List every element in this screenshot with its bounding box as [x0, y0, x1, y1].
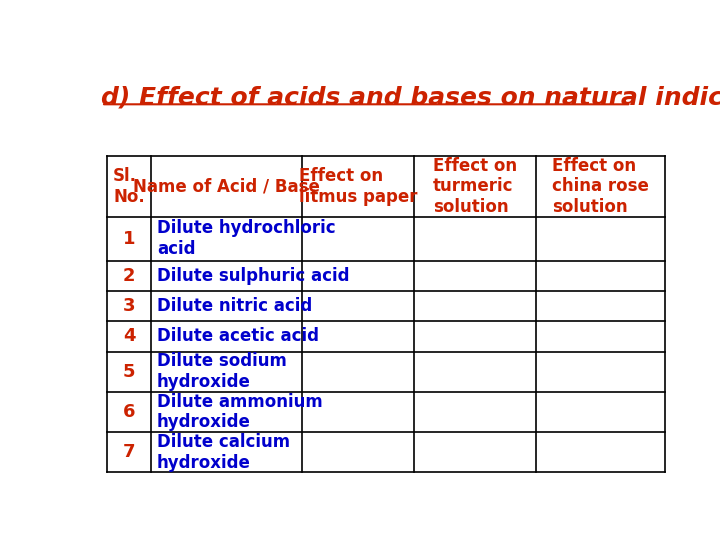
Text: Name of Acid / Base: Name of Acid / Base [133, 178, 320, 195]
Text: Sl.
No.: Sl. No. [113, 167, 145, 206]
Text: Dilute sodium
hydroxide: Dilute sodium hydroxide [157, 352, 287, 391]
Text: 6: 6 [123, 403, 135, 421]
Text: 3: 3 [123, 297, 135, 315]
Text: 4: 4 [123, 327, 135, 346]
Text: Effect on
turmeric
solution: Effect on turmeric solution [433, 157, 517, 216]
Text: Dilute sulphuric acid: Dilute sulphuric acid [157, 267, 349, 285]
Text: 7: 7 [123, 443, 135, 461]
Text: 2: 2 [123, 267, 135, 285]
Text: 1: 1 [123, 230, 135, 248]
Text: Dilute ammonium
hydroxide: Dilute ammonium hydroxide [157, 393, 323, 431]
Text: Dilute nitric acid: Dilute nitric acid [157, 297, 312, 315]
Text: Effect on
china rose
solution: Effect on china rose solution [552, 157, 649, 216]
Text: Dilute acetic acid: Dilute acetic acid [157, 327, 319, 346]
Text: Effect on
litmus paper: Effect on litmus paper [299, 167, 417, 206]
Text: d) Effect of acids and bases on natural indicators :-: d) Effect of acids and bases on natural … [101, 85, 720, 110]
Text: Dilute hydrochloric
acid: Dilute hydrochloric acid [157, 219, 336, 258]
Text: 5: 5 [123, 363, 135, 381]
Text: Dilute calcium
hydroxide: Dilute calcium hydroxide [157, 433, 290, 471]
